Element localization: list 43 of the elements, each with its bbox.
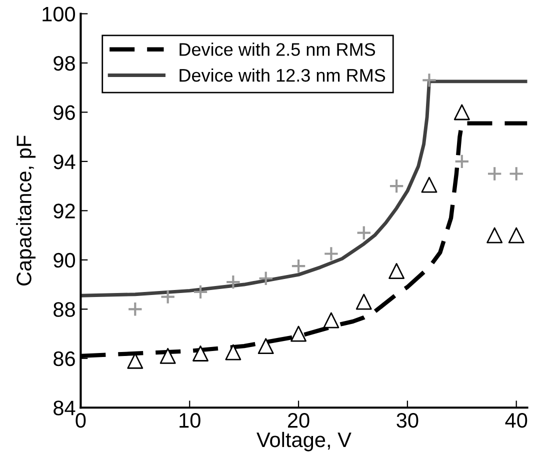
point [258,338,274,354]
y-tick-label: 100 [42,6,76,22]
legend-label: Device with 2.5 nm RMS [180,42,376,56]
y-tick-label: 92 [54,204,75,218]
point [258,270,274,286]
point [356,225,372,240]
x-tick-label: 40 [505,413,528,428]
point [323,312,340,328]
x-tick-label: 0 [76,413,86,428]
x-axis-title: Voltage, V [256,432,352,452]
y-tick-label: 86 [54,351,75,366]
point [192,345,208,362]
point [128,302,143,317]
point [192,284,208,300]
point [226,274,241,290]
point [290,258,306,274]
y-tick-label: 98 [54,56,75,71]
point [160,289,176,304]
legend-label: Device with 12.3 nm RMS [180,68,386,82]
point [422,72,437,88]
x-tick-label: 30 [396,413,418,428]
y-tick-label: 84 [54,400,76,416]
point [421,176,438,193]
x-tick-label: 20 [288,413,310,428]
point [454,104,470,120]
y-tick-label: 96 [54,105,75,120]
point [508,166,524,182]
point [454,154,470,170]
point [486,166,502,182]
y-tick-label: 90 [54,252,76,268]
point [324,246,339,262]
point [388,263,405,279]
y-axis-title: Capacitance, pF [16,136,36,286]
point [388,178,404,194]
point [508,227,524,244]
point [356,294,372,310]
point [225,344,242,360]
point [290,326,307,342]
point [160,348,176,364]
y-tick-label: 94 [54,154,76,170]
y-tick-label: 88 [54,302,75,317]
x-tick-label: 10 [180,413,200,428]
point [486,227,503,244]
